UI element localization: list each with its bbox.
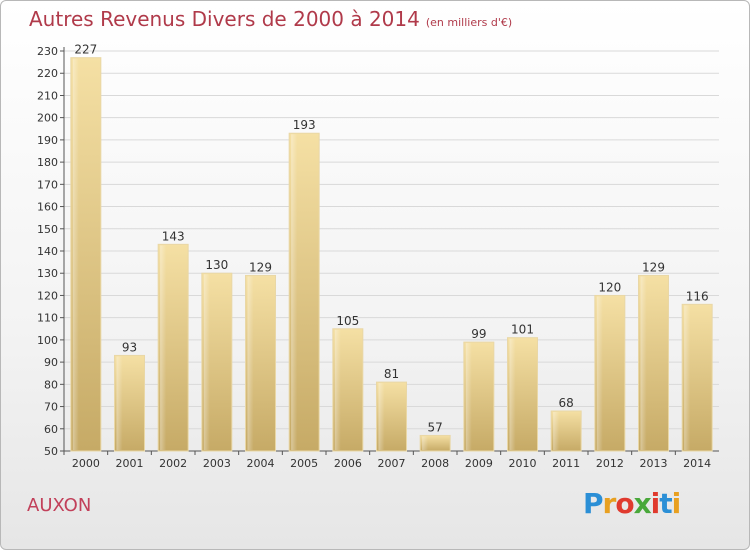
y-tick-label: 100: [37, 334, 58, 347]
bar-highlight: [422, 436, 429, 450]
bar-highlight: [160, 245, 167, 450]
bar-highlight: [247, 276, 254, 450]
x-tick-label: 2006: [334, 457, 362, 470]
bar-highlight: [553, 412, 560, 450]
y-tick-label: 90: [44, 356, 58, 369]
logo-letter: t: [659, 487, 672, 520]
bar-highlight: [640, 276, 647, 450]
x-tick-label: 2009: [465, 457, 493, 470]
x-tick-label: 2001: [116, 457, 144, 470]
y-axis: 50 60 70 80 90 100 110 120 130 140 150 160 170 180 190…: [37, 45, 719, 458]
x-axis: 2000 2001 2002 2003 2004 2005 2006 2007 2008 2009…: [63, 451, 711, 470]
bar-value-label: 57: [428, 420, 443, 434]
proxiti-logo: Proxiti: [583, 487, 682, 520]
y-tick-label: 70: [44, 401, 58, 414]
bar-highlight: [291, 134, 298, 450]
bar-value-label: 227: [74, 43, 97, 57]
bar-value-label: 116: [686, 289, 709, 303]
x-tick-label: 2003: [203, 457, 231, 470]
y-tick-label: 230: [37, 45, 58, 58]
y-tick-label: 140: [37, 245, 58, 258]
x-tick-label: 2004: [247, 457, 275, 470]
location-label: AUXON: [27, 495, 92, 516]
bar-highlight: [684, 305, 691, 450]
bar-highlight: [334, 329, 341, 450]
bar-highlight: [509, 338, 516, 450]
logo-letter: i: [671, 487, 682, 520]
y-tick-label: 50: [44, 445, 58, 458]
x-tick-label: 2012: [596, 457, 624, 470]
logo-letter: r: [602, 487, 617, 520]
bars: 227 93 143 130 129 193 105 81 57 99 101 68 120 129 116: [70, 43, 713, 452]
chart-title-text: Autres Revenus Divers de 2000 à 2014: [29, 7, 420, 31]
bar-value-label: 81: [384, 367, 399, 381]
y-tick-label: 170: [37, 178, 58, 191]
x-tick-label: 2011: [552, 457, 580, 470]
chart-subtitle: (en milliers d'€): [425, 16, 513, 29]
bar-highlight: [203, 274, 210, 450]
x-tick-label: 2008: [421, 457, 449, 470]
x-tick-label: 2013: [640, 457, 668, 470]
y-tick-label: 130: [37, 267, 58, 280]
bar-value-label: 193: [293, 118, 316, 132]
y-tick-label: 210: [37, 89, 58, 102]
y-tick-label: 190: [37, 134, 58, 147]
logo-letter: o: [615, 487, 634, 520]
y-tick-label: 220: [37, 67, 58, 80]
y-tick-label: 110: [37, 312, 58, 325]
bar-value-label: 120: [598, 280, 621, 294]
logo-letter: i: [650, 487, 661, 520]
bar-value-label: 93: [122, 340, 137, 354]
y-tick-label: 120: [37, 289, 58, 302]
bar-value-label: 105: [336, 314, 359, 328]
chart-title: Autres Revenus Divers de 2000 à 2014 (en …: [29, 7, 512, 31]
bar-value-label: 130: [205, 258, 228, 272]
x-tick-label: 2007: [378, 457, 406, 470]
x-tick-label: 2010: [509, 457, 537, 470]
bar-value-label: 129: [642, 260, 665, 274]
bar-value-label: 68: [559, 396, 574, 410]
bar-highlight: [596, 296, 603, 450]
logo-letter: x: [633, 487, 652, 520]
x-tick-label: 2014: [683, 457, 711, 470]
bar-value-label: 99: [471, 327, 486, 341]
bar-highlight: [72, 58, 79, 451]
y-tick-label: 150: [37, 223, 58, 236]
y-tick-label: 200: [37, 112, 58, 125]
bar-value-label: 101: [511, 323, 534, 337]
bar-value-label: 129: [249, 260, 272, 274]
logo-letter: P: [583, 487, 604, 520]
y-tick-label: 60: [44, 423, 58, 436]
y-tick-label: 180: [37, 156, 58, 169]
x-tick-label: 2005: [290, 457, 318, 470]
bar-highlight: [465, 343, 472, 450]
y-tick-label: 160: [37, 201, 58, 214]
bar-value-label: 143: [162, 229, 185, 243]
x-tick-label: 2002: [159, 457, 187, 470]
x-tick-label: 2000: [72, 457, 100, 470]
bar-highlight: [378, 383, 385, 450]
bar-highlight: [116, 356, 123, 450]
y-tick-label: 80: [44, 378, 58, 391]
